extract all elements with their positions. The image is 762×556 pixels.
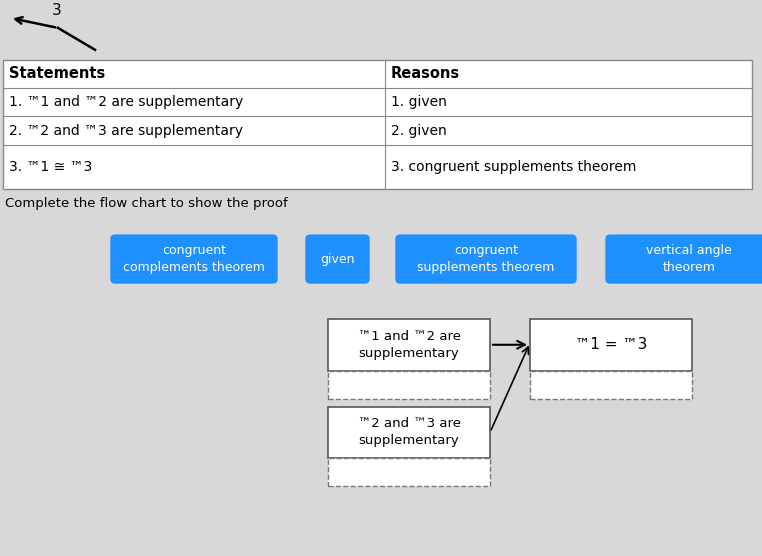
Bar <box>3 60 752 189</box>
Text: 2. ™2 and ™3 are supplementary: 2. ™2 and ™3 are supplementary <box>9 123 243 137</box>
Text: 2. given: 2. given <box>391 123 447 137</box>
FancyBboxPatch shape <box>396 235 576 283</box>
FancyBboxPatch shape <box>306 235 369 283</box>
FancyBboxPatch shape <box>111 235 277 283</box>
Text: ™2 and ™3 are
supplementary: ™2 and ™3 are supplementary <box>357 418 460 448</box>
Text: 1. given: 1. given <box>391 95 447 108</box>
Bar <box>328 319 490 371</box>
Text: ™1 and ™2 are
supplementary: ™1 and ™2 are supplementary <box>357 330 460 360</box>
Text: Complete the flow chart to show the proof: Complete the flow chart to show the proo… <box>5 197 288 210</box>
Bar <box>328 458 490 486</box>
Text: congruent
supplements theorem: congruent supplements theorem <box>418 244 555 274</box>
Bar <box>530 371 692 399</box>
Text: given: given <box>320 252 355 266</box>
Text: 3. congruent supplements theorem: 3. congruent supplements theorem <box>391 160 636 175</box>
Text: 3: 3 <box>52 3 62 18</box>
Text: vertical angle
theorem: vertical angle theorem <box>646 244 732 274</box>
Text: ™1 = ™3: ™1 = ™3 <box>575 337 647 353</box>
Bar <box>328 406 490 458</box>
Text: 3. ™1 ≅ ™3: 3. ™1 ≅ ™3 <box>9 160 92 175</box>
Text: congruent
complements theorem: congruent complements theorem <box>123 244 265 274</box>
Text: Statements: Statements <box>9 66 105 81</box>
Text: 1. ™1 and ™2 are supplementary: 1. ™1 and ™2 are supplementary <box>9 95 243 108</box>
Text: Reasons: Reasons <box>391 66 460 81</box>
Bar <box>530 319 692 371</box>
FancyBboxPatch shape <box>606 235 762 283</box>
Bar <box>328 371 490 399</box>
